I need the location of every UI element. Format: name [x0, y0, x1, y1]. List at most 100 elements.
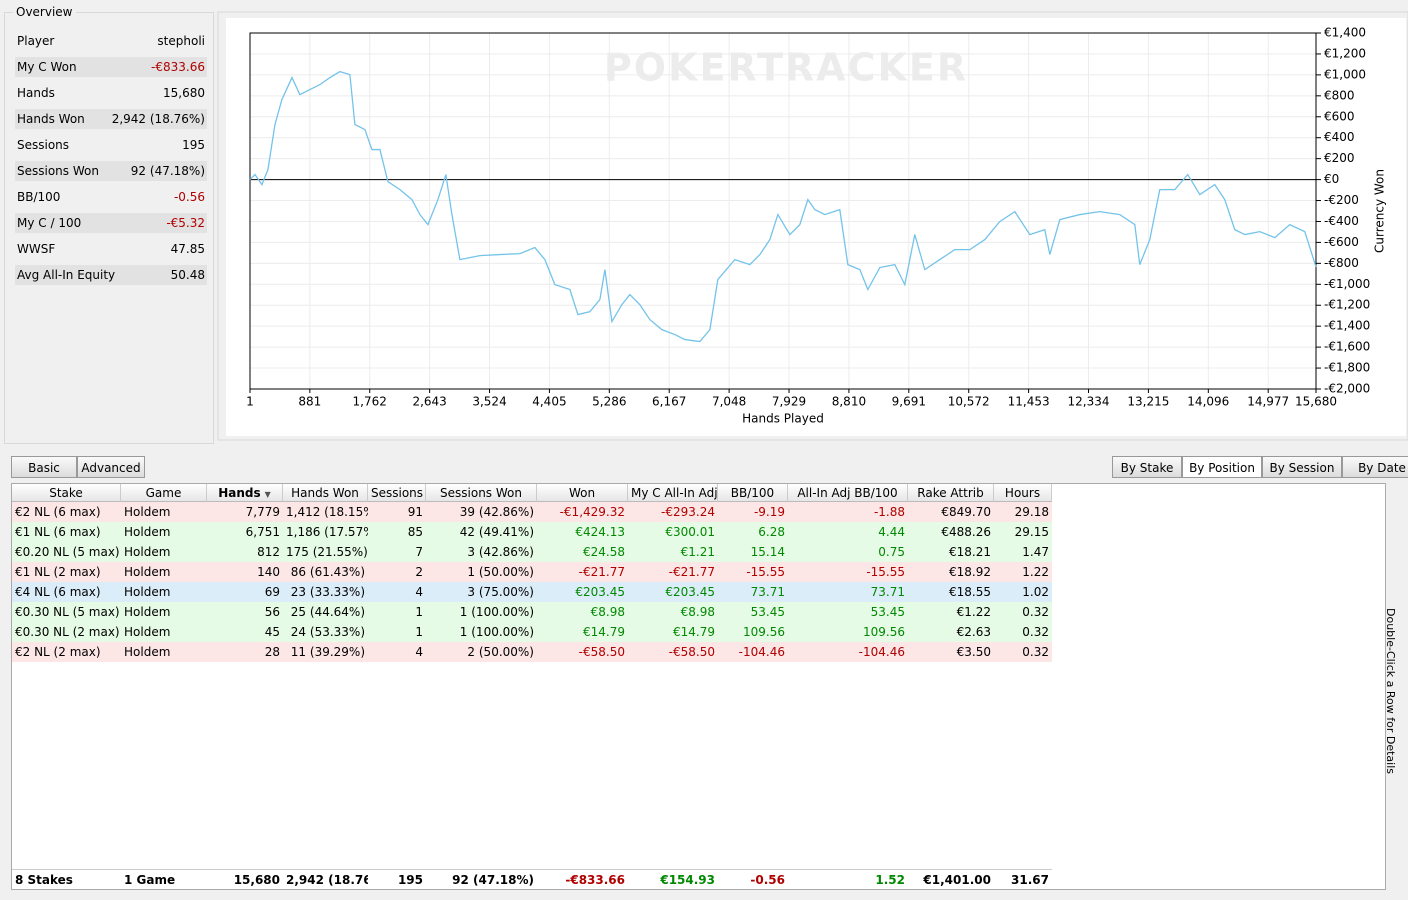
overview-panel: Overview Player stepholi My C Won -€833.66 Ha…	[4, 5, 214, 444]
overview-label: Hands Won	[17, 112, 85, 126]
column-header[interactable]: BB/100	[718, 484, 788, 502]
table-cell: 45	[264, 625, 280, 639]
column-header[interactable]: Hours	[994, 484, 1052, 502]
overview-label: Avg All-In Equity	[17, 268, 116, 282]
table-cell: -€293.24	[661, 505, 715, 519]
column-header[interactable]: Game	[121, 484, 207, 502]
totals-cell: €154.93	[660, 873, 715, 887]
table-cell: €300.01	[665, 525, 715, 539]
table-cell: 85	[407, 525, 423, 539]
table-row[interactable]: €1 NL (2 max) Holdem 140 86 (61.43%) 2 1 (50.…	[12, 562, 1052, 582]
table-cell: €18.21	[949, 545, 991, 559]
table-cell: €18.55	[949, 585, 991, 599]
totals-cell: 1 Game	[124, 873, 176, 887]
table-cell: 6,751	[245, 525, 280, 539]
y-tick-label: -€1,400	[1324, 319, 1370, 333]
column-header[interactable]: Rake Attrib	[908, 484, 994, 502]
tab-button[interactable]: By Session	[1262, 456, 1342, 478]
column-header[interactable]: Stake	[12, 484, 121, 502]
x-tick-label: 14,096	[1187, 395, 1229, 409]
x-tick-label: 15,680	[1295, 395, 1337, 409]
overview-value: stepholi	[157, 34, 205, 48]
totals-cell: 195	[397, 873, 423, 887]
y-tick-label: €400	[1324, 130, 1355, 144]
table-row[interactable]: €2 NL (6 max) Holdem 7,779 1,412 (18.15%) 91…	[12, 502, 1052, 522]
table-cell: €8.98	[590, 605, 625, 619]
y-tick-label: -€200	[1324, 193, 1359, 207]
totals-cell: 31.67	[1011, 873, 1049, 887]
table-cell: Holdem	[124, 645, 171, 659]
table-cell: €1 NL (6 max)	[15, 525, 101, 539]
table-row[interactable]: €0.20 NL (5 max) Holdem 812 175 (21.55%) 7 3 …	[12, 542, 1052, 562]
column-header[interactable]: Won	[537, 484, 628, 502]
x-tick-label: 7,929	[772, 395, 806, 409]
tab-button[interactable]: By Stake	[1112, 456, 1182, 478]
x-tick-label: 13,215	[1127, 395, 1169, 409]
table-cell: 1 (100.00%)	[459, 605, 534, 619]
overview-row: My C Won -€833.66	[15, 57, 207, 77]
overview-label: Player	[17, 34, 55, 48]
table-cell: 29.18	[1014, 505, 1049, 519]
overview-value: 50.48	[170, 268, 205, 282]
column-header[interactable]: Hands ▼	[207, 484, 283, 502]
overview-row: Hands 15,680	[15, 83, 207, 103]
overview-value: -0.56	[173, 190, 205, 204]
y-tick-label: €600	[1324, 109, 1355, 123]
tab-button[interactable]: By Date	[1342, 456, 1408, 478]
y-axis-label: Currency Won	[1373, 169, 1387, 253]
column-header[interactable]: Sessions	[368, 484, 426, 502]
x-tick-label: 2,643	[412, 395, 446, 409]
table-cell: 1,186 (17.57%)	[286, 525, 368, 539]
x-axis-label: Hands Played	[742, 412, 824, 426]
table-row[interactable]: €4 NL (6 max) Holdem 69 23 (33.33%) 4 3 (75.0…	[12, 582, 1052, 602]
column-header[interactable]: Sessions Won	[426, 484, 537, 502]
table-cell: -€21.77	[578, 565, 625, 579]
table-cell: 812	[257, 545, 280, 559]
x-tick-label: 881	[298, 395, 321, 409]
x-tick-label: 1	[246, 395, 254, 409]
table-cell: 2 (50.00%)	[467, 645, 534, 659]
table-cell: 28	[264, 645, 280, 659]
watermark: POKERTRACKER	[604, 46, 968, 90]
table-cell: €3.50	[956, 645, 991, 659]
y-tick-label: -€1,600	[1324, 340, 1370, 354]
table-cell: 73.71	[870, 585, 905, 599]
x-tick-label: 1,762	[353, 395, 387, 409]
table-cell: 1.02	[1022, 585, 1049, 599]
tab-button[interactable]: By Position	[1182, 456, 1262, 478]
table-cell: 2	[415, 565, 423, 579]
x-tick-label: 4,405	[532, 395, 566, 409]
table-row[interactable]: €1 NL (6 max) Holdem 6,751 1,186 (17.57%) 85…	[12, 522, 1052, 542]
table-row[interactable]: €2 NL (2 max) Holdem 28 11 (39.29%) 4 2 (50.0…	[12, 642, 1052, 662]
tab-button[interactable]: Basic	[11, 456, 77, 478]
column-header[interactable]: My C All-In Adj	[628, 484, 718, 502]
x-tick-label: 3,524	[472, 395, 506, 409]
stats-table: Stake Game Hands ▼ Hands Won Sessions Sessions…	[11, 483, 1386, 890]
table-cell: -€1,429.32	[559, 505, 625, 519]
table-row[interactable]: €0.30 NL (5 max) Holdem 56 25 (44.64%) 1 1 (1…	[12, 602, 1052, 622]
overview-row: Sessions Won 92 (47.18%)	[15, 161, 207, 181]
table-cell: -104.46	[858, 645, 905, 659]
table-cell: -15.55	[746, 565, 785, 579]
column-header[interactable]: Hands Won	[283, 484, 368, 502]
table-cell: 109.56	[743, 625, 785, 639]
table-cell: 29.15	[1014, 525, 1049, 539]
table-cell: €1.22	[956, 605, 991, 619]
column-header[interactable]: All-In Adj BB/100	[788, 484, 908, 502]
table-cell: 0.75	[878, 545, 905, 559]
table-cell: 109.56	[863, 625, 905, 639]
table-cell: 56	[264, 605, 280, 619]
table-cell: €2 NL (2 max)	[15, 645, 101, 659]
table-cell: 1 (100.00%)	[459, 625, 534, 639]
y-tick-label: -€2,000	[1324, 382, 1370, 396]
y-tick-label: -€1,800	[1324, 361, 1370, 375]
y-tick-label: €200	[1324, 151, 1355, 165]
table-row[interactable]: €0.30 NL (2 max) Holdem 45 24 (53.33%) 1 1 (1…	[12, 622, 1052, 642]
tab-button[interactable]: Advanced	[77, 456, 145, 478]
table-cell: €14.79	[583, 625, 625, 639]
table-cell: €2 NL (6 max)	[15, 505, 101, 519]
plot-frame	[249, 32, 1317, 390]
table-cell: Holdem	[124, 505, 171, 519]
table-cell: 69	[264, 585, 280, 599]
